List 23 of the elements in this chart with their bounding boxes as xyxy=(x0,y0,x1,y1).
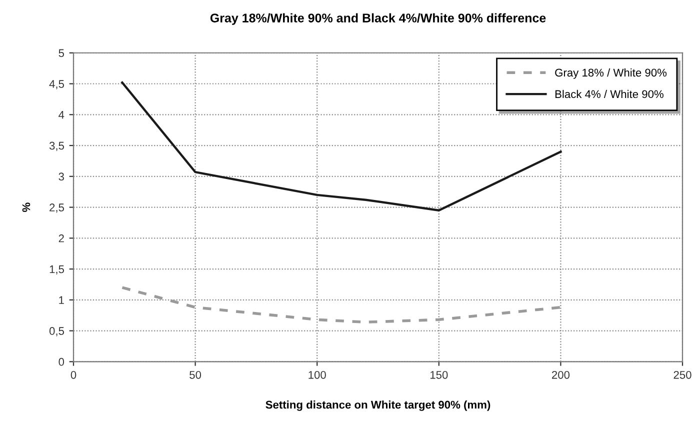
chart-title: Gray 18%/White 90% and Black 4%/White 90% difference xyxy=(210,13,546,25)
legend-label: Black 4% / White 90% xyxy=(555,90,664,98)
y-tick-label: 1 xyxy=(59,296,64,304)
x-tick-label: 250 xyxy=(674,370,692,379)
legend-label: Gray 18% / White 90% xyxy=(555,68,667,79)
x-axis-title: Setting distance on White target 90% (mm) xyxy=(266,400,490,411)
line-series xyxy=(120,286,562,324)
y-tick-label: 2,5 xyxy=(50,204,64,213)
y-tick-label: 1,5 xyxy=(50,265,64,274)
x-tick-label: 0 xyxy=(70,370,76,379)
y-tick-label: 3,5 xyxy=(49,142,64,151)
y-tick-label: 4 xyxy=(58,111,64,119)
x-tick-label: 100 xyxy=(308,370,326,379)
x-tick-label: 200 xyxy=(552,370,570,379)
y-tick-label: 4,5 xyxy=(49,80,64,90)
y-tick-label: 5 xyxy=(58,49,64,58)
y-tick-label: 0 xyxy=(58,358,64,366)
y-tick-label: 0,5 xyxy=(49,327,64,336)
x-tick-label: 50 xyxy=(190,370,202,379)
y-tick-label: 3 xyxy=(58,172,64,181)
y-axis-title: % xyxy=(22,202,30,212)
x-tick-label: 150 xyxy=(430,370,448,379)
y-tick-label: 2 xyxy=(58,234,64,242)
